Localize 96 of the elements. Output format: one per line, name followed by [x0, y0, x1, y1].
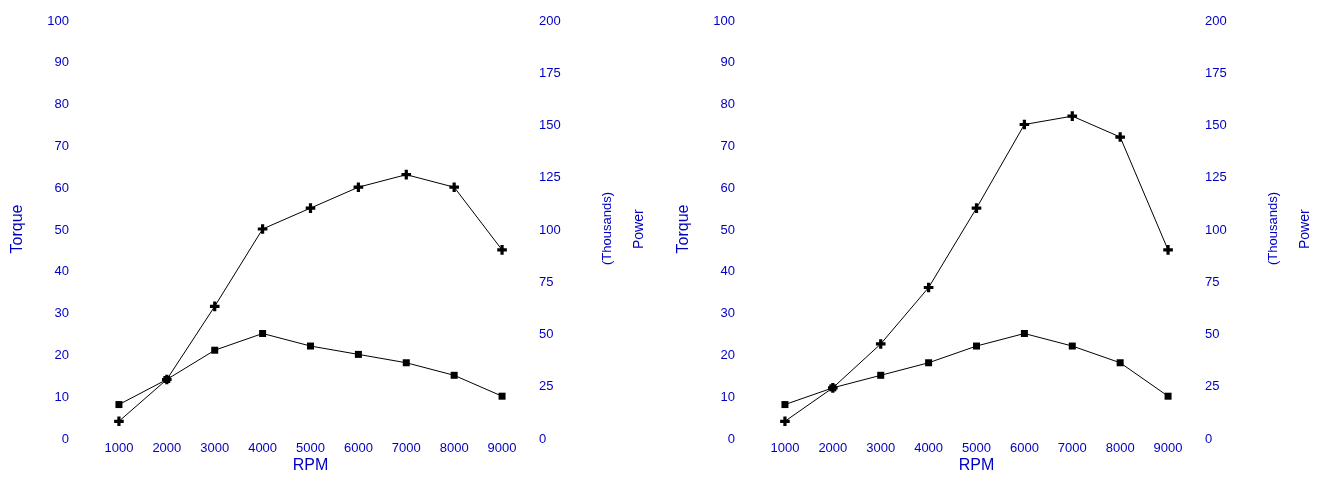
x-tick-label: 7000: [1057, 440, 1087, 455]
point: [875, 339, 886, 349]
y-tick-label: 20: [54, 346, 69, 362]
point: [781, 401, 789, 409]
point: [1068, 342, 1076, 350]
y2-tick-label: 0: [539, 430, 547, 446]
y2-tick-label: 25: [1205, 378, 1220, 394]
y-axis-title: Torque: [8, 204, 26, 254]
y-tick-label: 100: [47, 12, 69, 28]
x-tick-label: 9000: [1153, 440, 1183, 455]
point: [780, 416, 790, 427]
y2-axis-title: Power: [630, 208, 646, 249]
point: [402, 359, 410, 367]
point: [354, 350, 362, 358]
y2-tick-label: 175: [539, 64, 561, 80]
text: (Thousands): [1265, 192, 1280, 265]
x-tick-label: 3000: [200, 440, 230, 455]
point: [1163, 245, 1173, 255]
y2-tick-label: 25: [539, 378, 554, 394]
point: [211, 346, 219, 354]
x-tick-label: 6000: [1009, 440, 1039, 455]
y2-tick-label: 75: [539, 273, 554, 289]
point: [973, 342, 980, 350]
point: [1115, 132, 1125, 142]
y-tick-label: 30: [720, 305, 735, 321]
y-tick-label: 0: [61, 430, 69, 446]
y-tick-label: 40: [54, 263, 69, 279]
y-tick-label: 10: [720, 388, 735, 404]
x-axis-title: RPM: [292, 455, 329, 473]
point: [1116, 359, 1124, 367]
text: (Thousands): [599, 192, 614, 265]
point: [1067, 111, 1078, 121]
y2-tick-label: 50: [539, 326, 554, 342]
x-tick-label: 9000: [487, 440, 517, 455]
x-axis-title: RPM: [958, 455, 995, 473]
y2-tick-label: 100: [1205, 221, 1227, 237]
x-tick-label: 4000: [914, 440, 944, 455]
x-tick-label: 5000: [962, 440, 991, 455]
y-tick-label: 20: [720, 346, 735, 362]
point: [115, 401, 123, 409]
point: [498, 392, 506, 400]
y-tick-label: 90: [720, 54, 735, 70]
x-tick-label: 8000: [1105, 440, 1135, 455]
point: [925, 359, 933, 367]
y-tick-label: 80: [720, 96, 735, 112]
x-tick-label: 1000: [104, 440, 134, 455]
y-axis-title: Torque: [674, 204, 692, 254]
y2-tick-label: 175: [1205, 64, 1227, 80]
y2-tick-label: 0: [1205, 430, 1213, 446]
y2-tick-label: 200: [539, 12, 561, 28]
y2-tick-label: 200: [1205, 12, 1227, 28]
point: [449, 182, 459, 192]
point: [971, 203, 982, 213]
x-tick-label: 2000: [152, 440, 182, 455]
x-tick-label: 4000: [248, 440, 278, 455]
y2-tick-label: 50: [1205, 326, 1220, 342]
x-tick-label: 3000: [866, 440, 896, 455]
y-tick-label: 50: [720, 221, 735, 237]
y2-tick-label: 100: [539, 221, 561, 237]
point: [259, 330, 267, 337]
y-tick-label: 0: [727, 430, 735, 446]
y2-tick-label: 150: [539, 117, 561, 133]
x-tick-label: 2000: [818, 440, 848, 455]
y-tick-label: 30: [54, 305, 69, 321]
x-tick-label: 1000: [770, 440, 800, 455]
y-tick-label: 50: [54, 221, 69, 237]
y2-axis-title: Power: [1296, 208, 1312, 249]
point: [209, 301, 220, 312]
point: [877, 371, 885, 379]
x-tick-label: 5000: [296, 440, 325, 455]
y2-tick-label: 125: [1205, 169, 1227, 185]
point: [450, 371, 458, 379]
y-tick-label: 100: [713, 12, 735, 28]
y-tick-label: 80: [54, 96, 69, 112]
y2-tick-label: 150: [1205, 117, 1227, 133]
y-tick-label: 10: [54, 388, 69, 404]
y-tick-label: 60: [54, 179, 69, 195]
x-tick-label: 6000: [343, 440, 373, 455]
point: [1020, 330, 1028, 337]
x-tick-label: 8000: [439, 440, 469, 455]
y-tick-label: 90: [54, 54, 69, 70]
point: [257, 224, 268, 234]
point: [305, 203, 316, 213]
y-tick-label: 70: [720, 137, 735, 153]
y-tick-label: 70: [54, 137, 69, 153]
point: [401, 169, 412, 180]
y-tick-label: 40: [720, 263, 735, 279]
y2-tick-label: 75: [1205, 273, 1220, 289]
point: [353, 182, 364, 192]
point: [1164, 392, 1172, 400]
x-tick-label: 7000: [391, 440, 421, 455]
point: [497, 245, 507, 255]
y2-tick-label: 125: [539, 169, 561, 185]
y-tick-label: 60: [720, 179, 735, 195]
point: [114, 416, 124, 427]
point: [307, 342, 314, 350]
